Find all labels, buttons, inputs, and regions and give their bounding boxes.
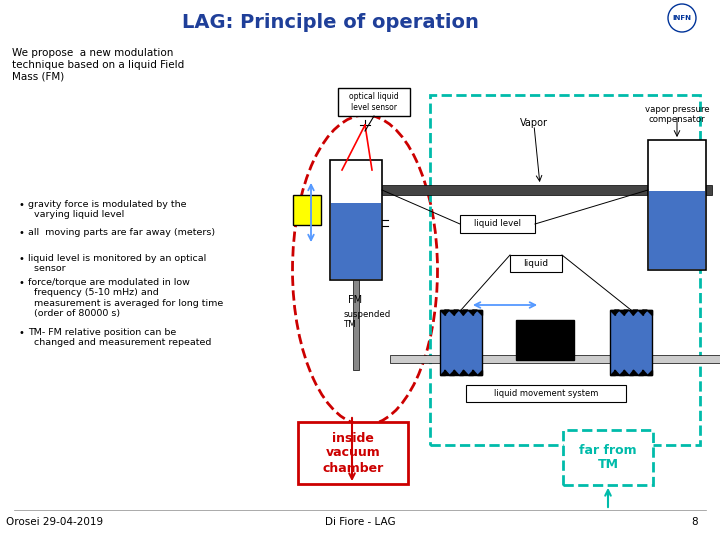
Text: far from
TM: far from TM bbox=[579, 443, 636, 471]
Text: all  moving parts are far away (meters): all moving parts are far away (meters) bbox=[28, 228, 215, 237]
Polygon shape bbox=[472, 370, 477, 375]
Text: •: • bbox=[18, 328, 24, 338]
Polygon shape bbox=[472, 310, 477, 315]
Text: Orosei 29-04-2019: Orosei 29-04-2019 bbox=[6, 517, 104, 527]
Polygon shape bbox=[449, 310, 454, 315]
Polygon shape bbox=[477, 370, 482, 375]
Text: Vapor: Vapor bbox=[520, 118, 548, 128]
Text: optical liquid
level sensor: optical liquid level sensor bbox=[349, 92, 399, 112]
Polygon shape bbox=[610, 310, 615, 315]
Polygon shape bbox=[638, 310, 643, 315]
Text: liquid level: liquid level bbox=[474, 219, 521, 228]
Polygon shape bbox=[468, 310, 472, 315]
Bar bbox=[648, 140, 706, 270]
Bar bbox=[440, 310, 482, 375]
Bar bbox=[649, 191, 705, 269]
Polygon shape bbox=[454, 310, 459, 315]
Polygon shape bbox=[634, 370, 638, 375]
Polygon shape bbox=[454, 370, 459, 375]
Polygon shape bbox=[643, 310, 647, 315]
Polygon shape bbox=[468, 370, 472, 375]
Text: liquid level is monitored by an optical
  sensor: liquid level is monitored by an optical … bbox=[28, 254, 206, 273]
Text: liquid: liquid bbox=[523, 259, 549, 268]
Polygon shape bbox=[647, 370, 652, 375]
Polygon shape bbox=[459, 370, 464, 375]
Text: INFN: INFN bbox=[672, 15, 691, 21]
Polygon shape bbox=[619, 370, 624, 375]
Polygon shape bbox=[624, 370, 629, 375]
Bar bbox=[338, 88, 410, 116]
Bar bbox=[330, 160, 382, 280]
Polygon shape bbox=[449, 370, 454, 375]
Polygon shape bbox=[445, 310, 449, 315]
Bar bbox=[298, 422, 408, 484]
Polygon shape bbox=[647, 310, 652, 315]
Text: FM: FM bbox=[348, 295, 362, 305]
Text: gravity force is modulated by the
  varying liquid level: gravity force is modulated by the varyin… bbox=[28, 200, 186, 219]
Text: •: • bbox=[18, 278, 24, 288]
Bar bbox=[293, 195, 321, 225]
Polygon shape bbox=[634, 310, 638, 315]
Polygon shape bbox=[638, 370, 643, 375]
Polygon shape bbox=[440, 370, 445, 375]
Bar bbox=[466, 385, 626, 402]
Bar bbox=[510, 255, 562, 272]
Polygon shape bbox=[464, 370, 468, 375]
Text: suspended
TM: suspended TM bbox=[344, 310, 391, 329]
Text: liquid movement system: liquid movement system bbox=[494, 389, 598, 398]
Polygon shape bbox=[629, 370, 634, 375]
Bar bbox=[390, 355, 720, 363]
Polygon shape bbox=[459, 310, 464, 315]
Bar bbox=[516, 320, 574, 360]
Polygon shape bbox=[610, 370, 615, 375]
Polygon shape bbox=[615, 310, 619, 315]
Text: 8: 8 bbox=[692, 517, 698, 527]
Polygon shape bbox=[477, 310, 482, 315]
Text: force/torque are modulated in low
  frequency (5-10 mHz) and
  measurement is av: force/torque are modulated in low freque… bbox=[28, 278, 223, 318]
Polygon shape bbox=[629, 310, 634, 315]
Text: inside
vacuum
chamber: inside vacuum chamber bbox=[323, 431, 384, 475]
Bar bbox=[563, 430, 653, 485]
Bar bbox=[430, 95, 700, 445]
Bar bbox=[353, 280, 359, 370]
Polygon shape bbox=[464, 310, 468, 315]
Bar bbox=[382, 185, 712, 195]
Text: •: • bbox=[18, 254, 24, 264]
Bar bbox=[610, 310, 652, 375]
Text: TM- FM relative position can be
  changed and measurement repeated: TM- FM relative position can be changed … bbox=[28, 328, 212, 347]
Polygon shape bbox=[615, 370, 619, 375]
Polygon shape bbox=[619, 310, 624, 315]
Polygon shape bbox=[624, 310, 629, 315]
Text: vapor pressure
compensator: vapor pressure compensator bbox=[644, 105, 709, 124]
Polygon shape bbox=[643, 370, 647, 375]
Text: •: • bbox=[18, 228, 24, 238]
Polygon shape bbox=[440, 310, 445, 315]
Bar bbox=[460, 215, 535, 233]
Text: Di Fiore - LAG: Di Fiore - LAG bbox=[325, 517, 395, 527]
Polygon shape bbox=[445, 370, 449, 375]
Text: LAG: Principle of operation: LAG: Principle of operation bbox=[181, 12, 478, 31]
Text: •: • bbox=[18, 200, 24, 210]
Text: We propose  a new modulation
technique based on a liquid Field
Mass (FM): We propose a new modulation technique ba… bbox=[12, 48, 184, 81]
Bar bbox=[331, 203, 381, 279]
